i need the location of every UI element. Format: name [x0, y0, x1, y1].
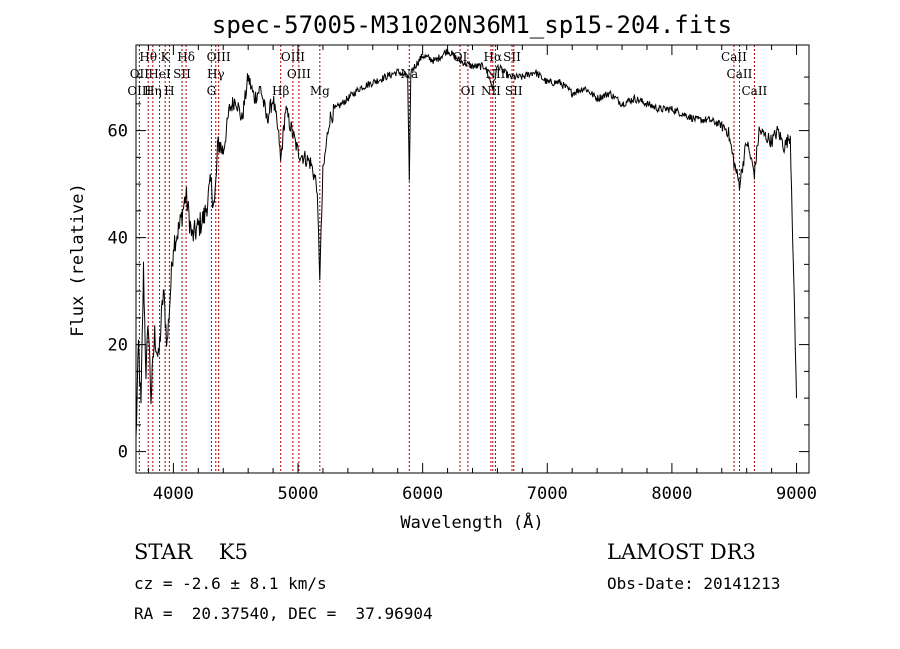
- line-label: K: [161, 50, 171, 64]
- line-label: SII: [505, 84, 523, 98]
- line-label: HeI: [148, 67, 171, 81]
- y-axis-label: Flux (relative): [68, 183, 88, 337]
- line-label: G: [207, 84, 217, 98]
- y-tick-label: 40: [108, 229, 128, 249]
- line-label: CaII: [721, 50, 747, 64]
- x-tick-label: 8000: [651, 484, 692, 504]
- x-tick-label: 6000: [402, 484, 443, 504]
- ra-dec-text: RA = 20.37540, DEC = 37.96904: [134, 604, 433, 623]
- line-label: H: [164, 84, 174, 98]
- line-label: Na: [400, 67, 418, 81]
- line-label: Hβ: [272, 84, 289, 98]
- x-tick-label: 5000: [278, 484, 319, 504]
- obs-date-text: Obs-Date: 20141213: [607, 574, 781, 593]
- line-label: OI: [453, 50, 468, 64]
- x-tick-label: 7000: [527, 484, 568, 504]
- line-label: Hα: [484, 50, 503, 64]
- line-label: OIII: [281, 50, 305, 64]
- spectrum-line: [135, 48, 797, 437]
- line-label: Hθ: [139, 50, 157, 64]
- x-axis-label: Wavelength (Å): [400, 511, 543, 533]
- line-label: OIII: [207, 50, 231, 64]
- x-tick-label: 9000: [776, 484, 817, 504]
- spectrum-series: [135, 48, 797, 437]
- line-label: OII: [130, 67, 150, 81]
- line-label: OIII: [287, 67, 311, 81]
- line-label: OIII: [127, 84, 151, 98]
- x-tick-label: 4000: [153, 484, 194, 504]
- chart-title: spec-57005-M31020N36M1_sp15-204.fits: [212, 11, 732, 39]
- line-label: Hγ: [207, 67, 225, 81]
- line-label: SII: [173, 67, 191, 81]
- line-label: SII: [503, 50, 521, 64]
- y-tick-label: 60: [108, 122, 128, 142]
- line-label: CaII: [741, 84, 767, 98]
- redshift-text: cz = -2.6 ± 8.1 km/s: [134, 574, 327, 593]
- class-line: STAR K5: [134, 540, 248, 564]
- line-label: CaII: [727, 67, 753, 81]
- line-label: Mg: [310, 84, 330, 98]
- line-label: Hδ: [177, 50, 195, 64]
- y-tick-label: 20: [108, 336, 128, 356]
- line-label: OI: [461, 84, 476, 98]
- survey-label: LAMOST DR3: [607, 540, 756, 564]
- axis-ticks: 4000 5000 6000 7000 8000 9000 0 20 40 60: [108, 45, 817, 504]
- line-label: NII: [481, 84, 501, 98]
- line-label: Hη: [144, 84, 162, 98]
- y-tick-label: 0: [118, 443, 128, 463]
